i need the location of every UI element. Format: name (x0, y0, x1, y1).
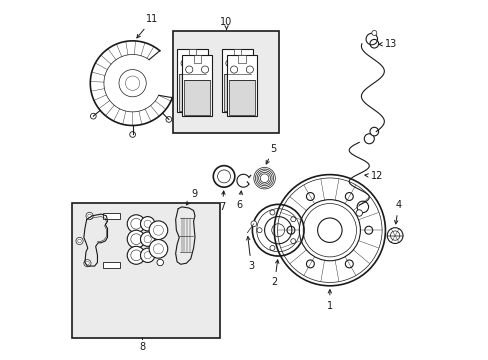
Bar (223, 74, 251, 111)
Circle shape (257, 228, 262, 233)
Circle shape (127, 215, 145, 233)
Bar (182, 55, 211, 116)
Circle shape (181, 60, 188, 67)
Bar (102, 213, 120, 219)
Bar (193, 55, 201, 63)
Text: 8: 8 (139, 342, 145, 352)
Bar (177, 49, 207, 112)
Circle shape (140, 232, 155, 246)
Text: 1: 1 (326, 290, 332, 311)
Bar (72, 203, 220, 338)
Circle shape (290, 239, 295, 244)
Circle shape (306, 260, 314, 268)
Bar (228, 80, 255, 115)
Text: 3: 3 (246, 237, 254, 271)
Circle shape (369, 40, 378, 48)
Circle shape (369, 127, 378, 136)
Circle shape (76, 237, 83, 244)
Circle shape (149, 239, 167, 258)
Bar (238, 55, 245, 63)
Bar (183, 80, 210, 115)
Circle shape (86, 212, 93, 220)
Text: 9: 9 (186, 189, 197, 205)
Circle shape (241, 60, 248, 67)
Circle shape (269, 246, 274, 251)
Circle shape (306, 193, 314, 201)
Bar (233, 49, 241, 57)
Text: 7: 7 (219, 191, 225, 212)
Circle shape (127, 230, 145, 248)
Text: 6: 6 (236, 191, 243, 210)
Bar (188, 49, 196, 57)
Text: 12: 12 (364, 171, 383, 181)
Circle shape (371, 31, 376, 36)
Circle shape (149, 221, 167, 239)
Circle shape (185, 66, 192, 73)
Text: 5: 5 (265, 144, 276, 164)
Circle shape (250, 221, 256, 226)
Circle shape (386, 228, 402, 243)
Circle shape (83, 260, 91, 267)
Circle shape (225, 60, 233, 67)
Circle shape (246, 66, 253, 73)
Bar (178, 74, 206, 111)
Circle shape (364, 226, 372, 234)
Bar (227, 55, 256, 116)
Text: 13: 13 (378, 39, 397, 49)
Text: 2: 2 (271, 260, 278, 287)
Text: 10: 10 (220, 17, 232, 27)
Circle shape (165, 117, 171, 122)
Bar (102, 262, 120, 268)
Circle shape (269, 210, 274, 215)
Bar (222, 49, 252, 112)
Circle shape (140, 217, 155, 231)
Circle shape (127, 246, 145, 264)
Circle shape (196, 60, 203, 67)
Text: 4: 4 (394, 200, 401, 224)
Circle shape (355, 210, 362, 216)
Circle shape (90, 113, 96, 119)
Circle shape (286, 226, 294, 234)
Circle shape (290, 217, 295, 222)
Circle shape (129, 132, 135, 137)
Circle shape (230, 66, 237, 73)
Circle shape (345, 260, 352, 268)
Circle shape (140, 248, 155, 262)
Circle shape (157, 259, 163, 266)
Text: 11: 11 (137, 14, 158, 38)
Bar (173, 31, 279, 134)
Circle shape (201, 66, 208, 73)
Circle shape (345, 193, 352, 201)
